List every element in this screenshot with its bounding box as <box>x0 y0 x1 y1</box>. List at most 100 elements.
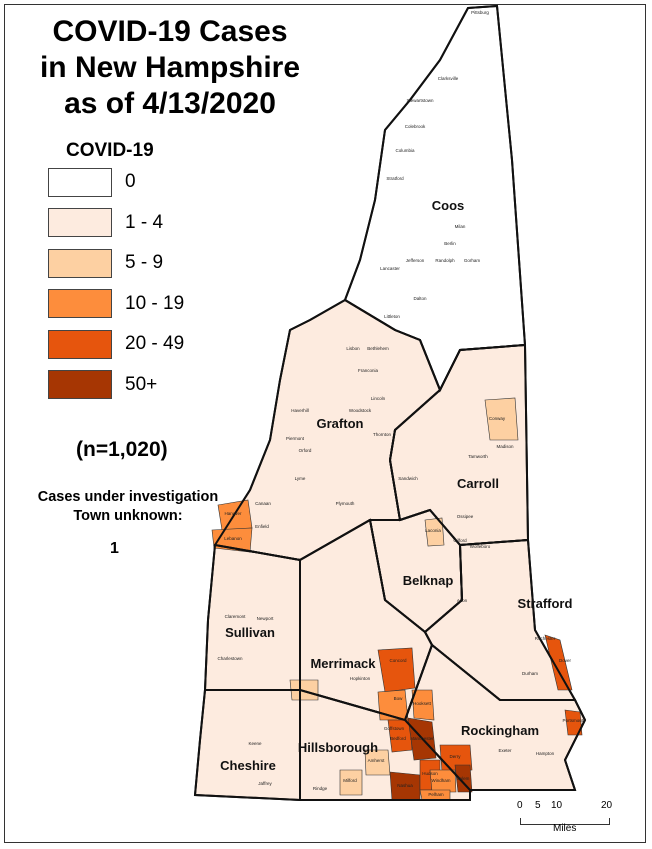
county-label: Belknap <box>403 573 454 588</box>
scale-tick: 0 <box>517 800 523 811</box>
town-label: Randolph <box>435 258 455 263</box>
town-windham <box>429 769 457 793</box>
legend-swatch <box>48 208 112 238</box>
town-label: Goffstown <box>384 726 405 731</box>
town-label: Jaffrey <box>258 781 272 786</box>
town-label: Pittsburg <box>471 10 489 15</box>
town-label: Derry <box>450 754 462 759</box>
town-label: Dalton <box>413 296 427 301</box>
legend-item: 10 - 19 <box>48 284 184 325</box>
legend-label: 0 <box>125 171 136 193</box>
town-concord <box>377 647 416 693</box>
town-label: Orford <box>299 448 312 453</box>
town-label: Lincoln <box>371 396 386 401</box>
town-label: Columbia <box>395 148 415 153</box>
town-label: Amherst <box>368 758 386 763</box>
legend-item: 1 - 4 <box>48 203 184 244</box>
total-cases: (n=1,020) <box>76 438 168 461</box>
town-label: Lebanon <box>224 536 242 541</box>
town-label: Alton <box>457 598 468 603</box>
county-label: Cheshire <box>220 758 276 773</box>
town-label: Colebrook <box>405 124 426 129</box>
town-label: Salem <box>457 776 470 781</box>
legend-item: 0 <box>48 162 184 203</box>
legend-swatch <box>48 167 112 197</box>
county-label: Carroll <box>457 476 499 491</box>
county-sullivan <box>204 544 301 691</box>
unknown-count: 1 <box>110 540 119 557</box>
legend-label: 1 - 4 <box>125 211 164 233</box>
title-line: COVID-19 Cases <box>52 15 288 48</box>
town-label: Hooksett <box>413 701 432 706</box>
town-dover <box>289 679 319 701</box>
legend-label: 50+ <box>125 373 158 395</box>
town-label: Portsmouth <box>562 718 586 723</box>
town-label: Ossipee <box>457 514 474 519</box>
scale-bar: 0 5 10 20 Miles <box>515 800 625 840</box>
town-label: Hampton <box>536 751 555 756</box>
legend-label: 5 - 9 <box>125 252 164 274</box>
map-title: COVID-19 Cases in New Hampshire as of 4/… <box>10 14 330 122</box>
legend-title: COVID-19 <box>66 140 154 161</box>
town-label: Bow <box>394 696 404 701</box>
county-label: Merrimack <box>310 656 376 671</box>
town-label: Wolfeboro <box>470 544 491 549</box>
scale-line <box>520 818 610 825</box>
town-label: Hudson <box>422 771 438 776</box>
legend-label: 20 - 49 <box>125 333 185 355</box>
town-label: Stewartstown <box>406 98 434 103</box>
legend-item: 5 - 9 <box>48 243 184 284</box>
legend-item: 20 - 49 <box>48 324 184 365</box>
town-label: Sandwich <box>398 476 418 481</box>
town-label: Franconia <box>358 368 379 373</box>
town-label: Piermont <box>286 436 305 441</box>
county-label: Rockingham <box>461 723 539 738</box>
town-label: Pelham <box>428 792 444 797</box>
town-label: Bethlehem <box>367 346 389 351</box>
unknown-note: Cases under investigation Town unknown: <box>8 488 248 526</box>
town-label: Madison <box>496 444 514 449</box>
town-label: Tamworth <box>468 454 488 459</box>
town-label: Stratford <box>386 176 404 181</box>
title-line: as of 4/13/2020 <box>64 87 276 120</box>
town-durham <box>544 634 573 691</box>
county-border <box>193 689 301 802</box>
town-label: Bedford <box>390 736 406 741</box>
town-label: Clarksville <box>438 76 459 81</box>
town-label: Lancaster <box>380 266 400 271</box>
legend: 0 1 - 4 5 - 9 10 - 19 20 - 49 50+ <box>48 162 184 405</box>
town-label: Berlin <box>444 241 456 246</box>
town-conway <box>484 397 519 441</box>
town-label: Lisbon <box>346 346 360 351</box>
town-salem <box>454 764 473 793</box>
county-label: Hillsborough <box>298 740 378 755</box>
scale-tick: 20 <box>601 800 613 811</box>
legend-swatch <box>48 370 112 400</box>
town-label: Charlestown <box>217 656 243 661</box>
town-label: Littleton <box>384 314 400 319</box>
legend-swatch <box>48 289 112 319</box>
town-label: Rochester <box>535 636 556 641</box>
town-label: Laconia <box>425 528 441 533</box>
town-label: Enfield <box>255 524 269 529</box>
town-label: Gorham <box>464 258 481 263</box>
town-label: Manchester <box>410 736 434 741</box>
town-label: Rindge <box>313 786 328 791</box>
scale-tick: 5 <box>535 800 541 811</box>
scale-tick: 10 <box>551 800 563 811</box>
town-goffstown <box>377 689 409 721</box>
legend-swatch <box>48 248 112 278</box>
town-label: Haverhill <box>291 408 309 413</box>
town-label: Jefferson <box>406 258 425 263</box>
unknown-line: Town unknown: <box>73 508 183 524</box>
town-amherst <box>364 749 391 776</box>
county-label: Strafford <box>518 596 573 611</box>
town-hooksett <box>411 689 435 721</box>
town-label: Claremont <box>225 614 247 619</box>
scale-unit: Miles <box>553 823 577 834</box>
town-label: Lyme <box>295 476 306 481</box>
town-label: Windham <box>431 778 450 783</box>
town-label: Conway <box>489 416 506 421</box>
town-label: Dover <box>559 658 572 663</box>
